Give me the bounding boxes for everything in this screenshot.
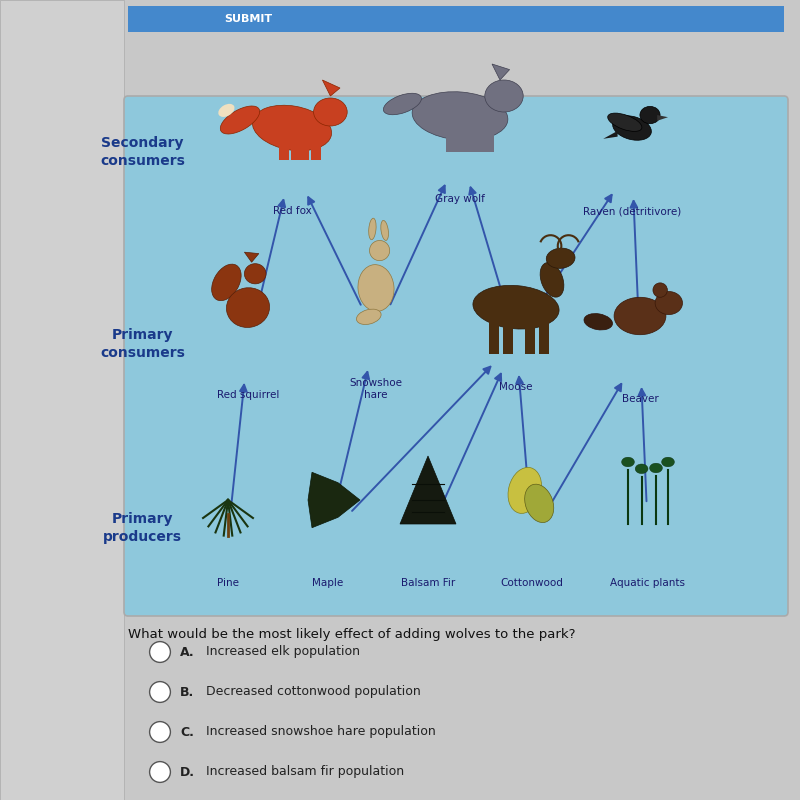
Text: Maple: Maple	[312, 578, 344, 589]
Text: Red squirrel: Red squirrel	[217, 390, 279, 401]
Bar	[539, 314, 549, 354]
Ellipse shape	[253, 106, 331, 150]
Text: Secondary
consumers: Secondary consumers	[100, 136, 185, 168]
Bar	[470, 124, 482, 152]
Bar	[446, 124, 458, 152]
Ellipse shape	[640, 106, 660, 124]
Ellipse shape	[546, 248, 575, 268]
Ellipse shape	[635, 464, 648, 474]
Text: D.: D.	[180, 766, 195, 778]
Text: Increased snowshoe hare population: Increased snowshoe hare population	[198, 726, 435, 738]
Ellipse shape	[412, 92, 508, 140]
FancyBboxPatch shape	[124, 96, 788, 616]
Text: A.: A.	[180, 646, 194, 658]
Polygon shape	[603, 131, 618, 138]
Text: Cottonwood: Cottonwood	[501, 578, 563, 589]
Ellipse shape	[613, 116, 651, 140]
Ellipse shape	[381, 221, 389, 240]
Text: Primary
producers: Primary producers	[103, 512, 182, 544]
Circle shape	[150, 722, 170, 742]
Ellipse shape	[614, 298, 666, 334]
Bar	[525, 314, 534, 354]
Ellipse shape	[608, 113, 642, 131]
Ellipse shape	[212, 264, 241, 301]
Text: Red fox: Red fox	[273, 206, 311, 216]
Ellipse shape	[357, 309, 381, 325]
Polygon shape	[322, 80, 340, 96]
Bar	[299, 136, 309, 160]
Ellipse shape	[584, 314, 613, 330]
Circle shape	[653, 283, 667, 298]
Bar	[503, 314, 513, 354]
Bar	[291, 136, 301, 160]
Text: Beaver: Beaver	[622, 394, 658, 404]
Text: Balsam Fir: Balsam Fir	[401, 578, 455, 589]
Text: Increased elk population: Increased elk population	[198, 646, 360, 658]
Ellipse shape	[369, 218, 376, 240]
Text: Gray wolf: Gray wolf	[435, 194, 485, 204]
Ellipse shape	[655, 291, 682, 314]
Ellipse shape	[485, 80, 523, 112]
Bar	[482, 124, 494, 152]
Ellipse shape	[358, 265, 394, 311]
Bar	[0, 0, 124, 800]
Ellipse shape	[220, 106, 260, 134]
Text: C.: C.	[180, 726, 194, 738]
Bar	[279, 136, 289, 160]
Text: B.: B.	[180, 686, 194, 698]
Text: What would be the most likely effect of adding wolves to the park?: What would be the most likely effect of …	[128, 628, 575, 641]
Text: Pine: Pine	[217, 578, 239, 589]
Ellipse shape	[540, 262, 564, 297]
Text: Decreased cottonwood population: Decreased cottonwood population	[198, 686, 420, 698]
Circle shape	[150, 762, 170, 782]
Ellipse shape	[226, 288, 270, 327]
Bar	[128, 6, 784, 32]
Text: Moose: Moose	[499, 382, 533, 393]
Polygon shape	[308, 472, 360, 528]
Text: Increased balsam fir population: Increased balsam fir population	[198, 766, 404, 778]
Text: Primary
consumers: Primary consumers	[100, 328, 185, 360]
Ellipse shape	[473, 286, 559, 329]
Ellipse shape	[383, 94, 422, 114]
Polygon shape	[492, 64, 510, 80]
Ellipse shape	[622, 457, 634, 467]
Bar	[311, 136, 321, 160]
Ellipse shape	[662, 457, 674, 467]
Ellipse shape	[525, 484, 554, 522]
Polygon shape	[245, 252, 259, 262]
Text: Snowshoe
hare: Snowshoe hare	[350, 378, 402, 400]
Text: SUBMIT: SUBMIT	[224, 14, 272, 24]
Ellipse shape	[245, 264, 266, 284]
Ellipse shape	[218, 104, 234, 117]
Bar	[458, 124, 470, 152]
Polygon shape	[658, 115, 668, 121]
Bar	[489, 314, 498, 354]
Ellipse shape	[650, 463, 662, 473]
Circle shape	[150, 682, 170, 702]
Ellipse shape	[508, 467, 542, 514]
Circle shape	[150, 642, 170, 662]
Ellipse shape	[370, 241, 390, 261]
Text: Raven (detritivore): Raven (detritivore)	[583, 206, 681, 216]
Polygon shape	[400, 456, 456, 524]
Text: Aquatic plants: Aquatic plants	[610, 578, 686, 589]
Ellipse shape	[314, 98, 347, 126]
